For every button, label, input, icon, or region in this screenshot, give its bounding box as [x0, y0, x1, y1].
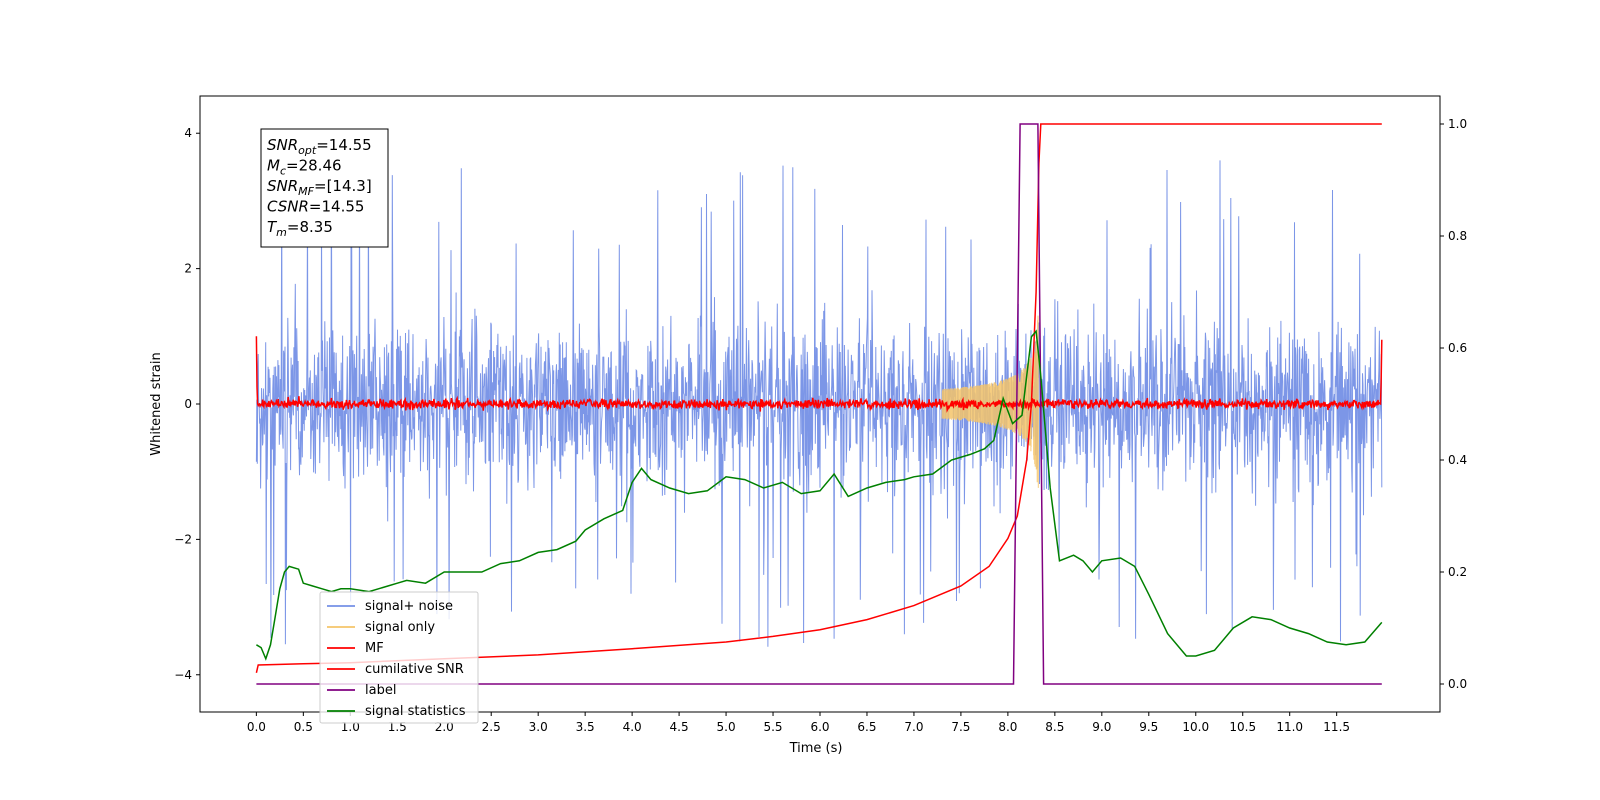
annotation-box: SNRopt=14.55Mc=28.46SNRMF=[14.3]CSNR=14.… — [260, 128, 389, 248]
legend-frame — [319, 591, 479, 724]
annotation-line: Tm=8.35 — [267, 218, 333, 239]
x-tick-label: 6.0 — [810, 720, 829, 734]
x-tick-label: 10.0 — [1182, 720, 1209, 734]
x-tick-label: 10.5 — [1229, 720, 1256, 734]
x-tick-label: 0.5 — [294, 720, 313, 734]
y-tick-label-right: 1.0 — [1448, 117, 1467, 131]
y-tick-label: −4 — [174, 668, 192, 682]
y-tick-label-right: 0.2 — [1448, 565, 1467, 579]
x-tick-label: 2.5 — [482, 720, 501, 734]
y-axis-left: −4 −2 0 2 4 — [174, 126, 200, 682]
y-tick-label: 4 — [184, 126, 192, 140]
x-tick-label: 6.5 — [857, 720, 876, 734]
legend-label: signal+ noise — [365, 599, 453, 614]
series-label — [256, 123, 1382, 685]
y-tick-label-right: 0.4 — [1448, 453, 1467, 467]
x-axis-label: Time (s) — [789, 741, 843, 756]
x-tick-label: 11.0 — [1276, 720, 1303, 734]
x-tick-label: 7.0 — [904, 720, 923, 734]
x-tick-label: 8.5 — [1045, 720, 1064, 734]
y-tick-label-right: 0.6 — [1448, 341, 1467, 355]
annotation-line: Mc=28.46 — [267, 157, 342, 178]
x-tick-label: 5.0 — [717, 720, 736, 734]
annotation-frame — [260, 128, 389, 248]
x-tick-label: 3.0 — [529, 720, 548, 734]
series-mf — [255, 336, 1383, 413]
annotation-line: CSNR=14.55 — [267, 198, 364, 216]
series-signal-noise — [255, 160, 1383, 647]
y-tick-label: −2 — [174, 532, 192, 546]
y-tick-label-right: 0.0 — [1448, 677, 1467, 691]
x-tick-label: 4.5 — [670, 720, 689, 734]
legend-label: signal statistics — [365, 704, 466, 719]
series-signal-statistics — [256, 329, 1383, 661]
annotation-line: SNRMF=[14.3] — [267, 177, 372, 198]
legend-label: signal only — [365, 620, 435, 635]
x-tick-label: 0.0 — [247, 720, 266, 734]
x-tick-label: 7.5 — [951, 720, 970, 734]
y-axis-label: Whitened strain — [149, 352, 164, 455]
legend-label: label — [365, 683, 396, 698]
x-tick-label: 9.5 — [1139, 720, 1158, 734]
x-tick-label: 11.5 — [1323, 720, 1350, 734]
x-tick-label: 4.0 — [623, 720, 642, 734]
legend: signal+ noise signal only MF cumilative SNR… — [319, 591, 479, 724]
x-tick-label: 9.0 — [1092, 720, 1111, 734]
y-tick-label: 0 — [184, 397, 192, 411]
x-tick-label: 3.5 — [576, 720, 595, 734]
legend-label: MF — [365, 641, 384, 656]
y-tick-label: 2 — [184, 262, 192, 276]
y-axis-right: 0.0 0.2 0.4 0.6 0.8 1.0 — [1440, 117, 1467, 691]
y-tick-label-right: 0.8 — [1448, 229, 1467, 243]
x-tick-label: 5.5 — [763, 720, 782, 734]
annotation-line: SNRopt=14.55 — [267, 136, 372, 157]
x-tick-label: 8.0 — [998, 720, 1017, 734]
legend-label: cumilative SNR — [365, 662, 464, 677]
